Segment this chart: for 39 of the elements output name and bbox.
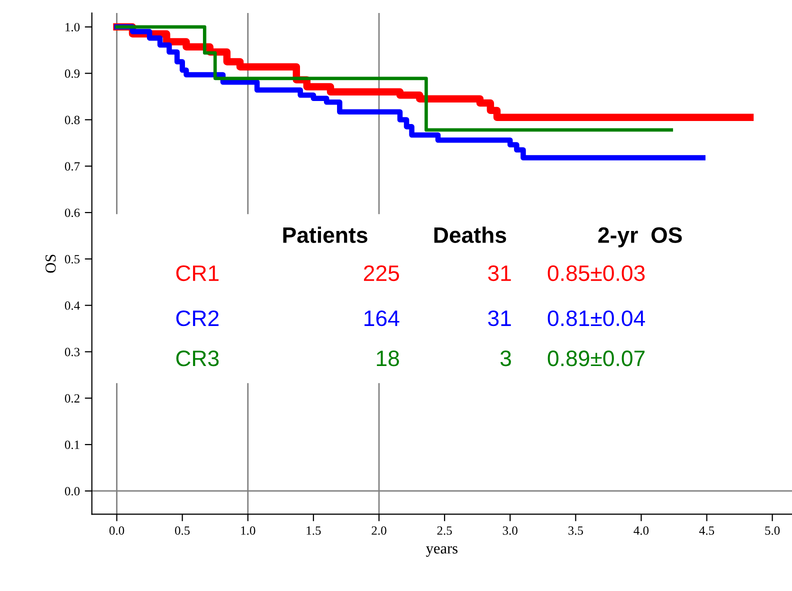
y-tick-label: 1.0 bbox=[66, 22, 80, 32]
annotation: 31 bbox=[488, 265, 511, 282]
x-axis-title: years bbox=[426, 546, 458, 557]
y-tick-label: 0.7 bbox=[64, 162, 80, 171]
y-tick-label: 0.0 bbox=[64, 486, 80, 496]
x-tick-label: 5.0 bbox=[765, 526, 780, 535]
text: CR1 bbox=[176, 265, 219, 282]
x-tick-label: 0.0 bbox=[109, 526, 124, 535]
y-tick-label: 0.1 bbox=[64, 440, 80, 450]
x-tick-label: 0.5 bbox=[175, 526, 190, 535]
x-tick-label: 3.5 bbox=[568, 526, 583, 535]
annotation: Patients bbox=[283, 226, 368, 243]
annotation: Deaths bbox=[434, 226, 506, 243]
annotation: 31 bbox=[488, 310, 511, 326]
annotation: 0.85±0.03 bbox=[548, 265, 645, 282]
x-tick-label: 2.0 bbox=[372, 526, 386, 535]
y-tick-label: 0.5 bbox=[64, 254, 80, 264]
annotation: 18 bbox=[376, 350, 399, 366]
annotation: 225 bbox=[364, 265, 399, 282]
text: CR2 bbox=[176, 310, 219, 326]
annotation: 2-yr OS bbox=[598, 227, 682, 248]
annotation: 0.81±0.04 bbox=[548, 310, 646, 326]
x-tick-label: 2.5 bbox=[437, 526, 452, 535]
y-tick-label: 0.3 bbox=[64, 348, 80, 356]
x-tick-label: 4.5 bbox=[699, 526, 714, 535]
y-axis-title: OS bbox=[46, 254, 56, 273]
annotation: 3 bbox=[500, 350, 511, 366]
y-tick-label: 0.6 bbox=[64, 208, 80, 218]
y-tick-label: 0.4 bbox=[64, 301, 80, 310]
x-tick-label: 3.0 bbox=[502, 526, 518, 535]
x-tick-label: 4.0 bbox=[634, 526, 649, 535]
x-tick-label: 1.0 bbox=[241, 526, 256, 535]
annotation: 0.89±0.07 bbox=[548, 350, 645, 366]
y-tick-label: 0.2 bbox=[64, 394, 80, 403]
y-tick-label: 0.8 bbox=[64, 116, 80, 124]
annotation: 164 bbox=[364, 310, 400, 326]
text: CR3 bbox=[176, 350, 219, 366]
x-tick-label: 1.5 bbox=[306, 526, 321, 535]
y-tick-label: 0.9 bbox=[64, 69, 80, 78]
